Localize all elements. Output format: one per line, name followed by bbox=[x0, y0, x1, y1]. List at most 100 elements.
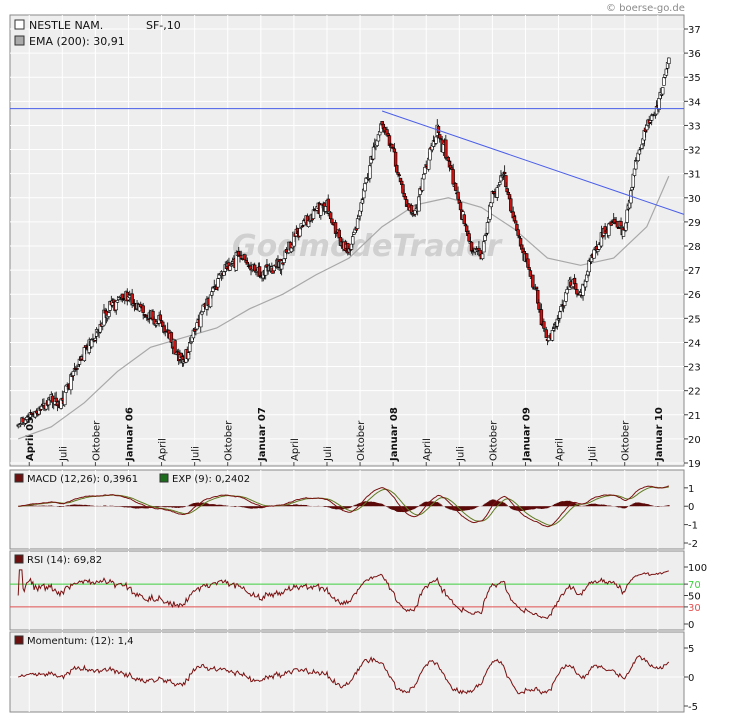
rsi-y-tick: 50 bbox=[688, 592, 701, 603]
candle-body bbox=[252, 264, 257, 272]
macd-line bbox=[18, 485, 669, 528]
candle-body bbox=[483, 235, 487, 241]
macd-y-tick: 1 bbox=[688, 484, 694, 495]
candle-body bbox=[403, 196, 408, 200]
candle-body bbox=[115, 300, 120, 303]
candle-body bbox=[446, 157, 450, 161]
x-axis-label: Oktober bbox=[356, 420, 367, 461]
candle-body bbox=[667, 57, 671, 64]
legend-swatch bbox=[14, 19, 25, 30]
momentum-line bbox=[18, 655, 670, 695]
candle-body bbox=[653, 114, 658, 116]
macd-y-tick: -1 bbox=[688, 521, 698, 532]
candle-body bbox=[513, 220, 518, 224]
candle-body bbox=[368, 165, 372, 179]
candle-body bbox=[363, 183, 367, 192]
macd-legend-swatch bbox=[14, 473, 24, 483]
candle-body bbox=[597, 244, 601, 250]
candle-body bbox=[444, 139, 448, 159]
momentum-y-tick: -5 bbox=[688, 702, 698, 713]
x-axis-label: Juli bbox=[58, 446, 69, 462]
candle-body bbox=[400, 180, 404, 185]
rsi-legend-label: RSI (14): 69,82 bbox=[27, 555, 102, 566]
price-y-tick: 29 bbox=[688, 218, 701, 229]
candle-body bbox=[662, 77, 666, 86]
x-axis-label: Januar 10 bbox=[654, 407, 665, 462]
price-y-tick: 22 bbox=[688, 387, 701, 398]
price-y-tick: 26 bbox=[688, 290, 701, 301]
candle-body bbox=[397, 174, 401, 177]
x-axis-label: Januar 06 bbox=[124, 407, 135, 462]
candle-body bbox=[200, 311, 204, 315]
candle-body bbox=[625, 209, 629, 223]
candle-body bbox=[107, 312, 111, 317]
macd-legend-swatch bbox=[159, 473, 169, 483]
legend-label: EMA (200): 30,91 bbox=[29, 35, 125, 48]
legend-swatch bbox=[14, 35, 25, 46]
candle-body bbox=[396, 172, 400, 175]
x-axis-label: April bbox=[422, 438, 433, 461]
rsi-line bbox=[17, 569, 669, 619]
price-y-tick: 19 bbox=[688, 459, 701, 470]
rsi-y-tick: 70 bbox=[688, 580, 701, 591]
candle-body bbox=[189, 341, 193, 344]
candle-body bbox=[434, 136, 438, 144]
price-y-tick: 25 bbox=[688, 314, 701, 325]
candle-body bbox=[528, 270, 533, 277]
candle-body bbox=[621, 229, 626, 237]
price-y-tick: 21 bbox=[688, 411, 701, 422]
rsi-y-tick: 30 bbox=[688, 603, 701, 614]
momentum-legend-label: Momentum: (12): 1,4 bbox=[27, 636, 134, 647]
x-axis-label: Januar 09 bbox=[521, 407, 532, 462]
candle-body bbox=[229, 264, 234, 267]
candle-body bbox=[527, 267, 531, 270]
candle-body bbox=[90, 339, 94, 348]
x-axis-label: Januar 07 bbox=[257, 407, 268, 462]
candle-body bbox=[496, 184, 501, 187]
candle-body bbox=[328, 212, 333, 220]
candle-body bbox=[54, 397, 58, 403]
candle-body bbox=[63, 391, 67, 406]
price-y-tick: 33 bbox=[688, 121, 701, 132]
candle-body bbox=[534, 286, 539, 289]
candle-body bbox=[542, 321, 546, 329]
legend-value: SF-,10 bbox=[146, 19, 181, 32]
macd-y-tick: -2 bbox=[688, 539, 698, 550]
candle-body bbox=[482, 241, 486, 253]
price-y-tick: 36 bbox=[688, 49, 701, 60]
candles-group bbox=[16, 57, 671, 429]
candle-body bbox=[661, 87, 665, 95]
rsi-y-tick: 100 bbox=[688, 563, 707, 574]
x-axis-label: April bbox=[555, 438, 566, 461]
x-axis-label: Oktober bbox=[91, 420, 102, 461]
panel-mom-bg bbox=[9, 631, 685, 713]
price-y-tick: 30 bbox=[688, 194, 701, 205]
candle-body bbox=[75, 368, 79, 370]
candle-body bbox=[422, 173, 426, 180]
candle-body bbox=[531, 274, 535, 288]
candle-body bbox=[371, 146, 376, 160]
momentum-y-tick: 5 bbox=[688, 644, 694, 655]
price-y-tick: 24 bbox=[688, 338, 701, 349]
candle-body bbox=[498, 182, 502, 185]
price-y-tick: 20 bbox=[688, 435, 701, 446]
watermark: GodmodeTrader bbox=[232, 229, 503, 264]
candle-body bbox=[495, 187, 499, 198]
candle-body bbox=[516, 229, 520, 236]
ema-200-line bbox=[17, 175, 670, 440]
candle-body bbox=[289, 247, 294, 253]
candle-body bbox=[298, 228, 302, 237]
x-axis-label: Juli bbox=[588, 446, 599, 462]
candle-body bbox=[420, 177, 425, 191]
candle-body bbox=[438, 134, 442, 139]
candle-body bbox=[387, 135, 392, 146]
macd-y-tick: 0 bbox=[688, 502, 694, 513]
candle-body bbox=[456, 191, 460, 200]
momentum-y-tick: 0 bbox=[688, 673, 694, 684]
candle-body bbox=[71, 371, 76, 376]
price-y-tick: 37 bbox=[688, 25, 701, 36]
candle-body bbox=[458, 202, 463, 211]
price-y-tick: 28 bbox=[688, 242, 701, 253]
price-y-tick: 27 bbox=[688, 266, 701, 277]
candle-body bbox=[558, 311, 562, 319]
